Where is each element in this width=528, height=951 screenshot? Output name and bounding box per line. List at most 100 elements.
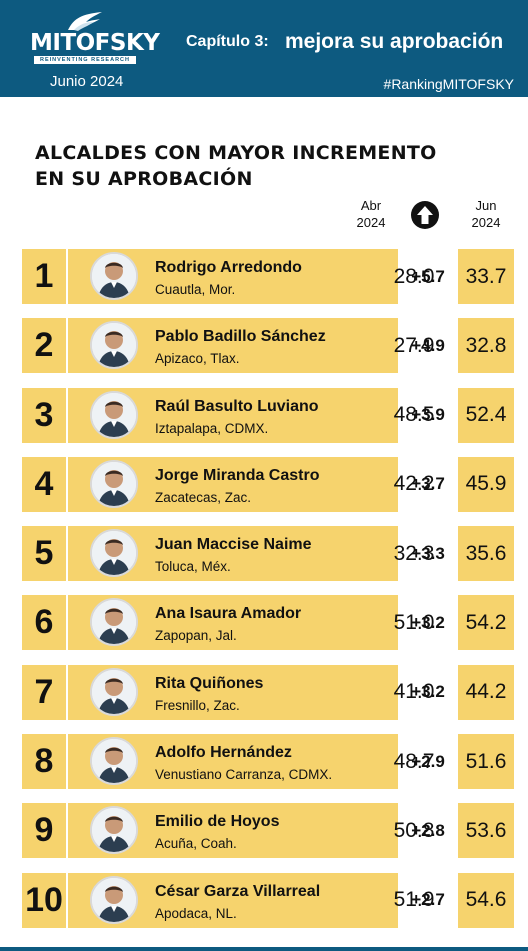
- rank-number: 3: [22, 387, 66, 443]
- ranking-list: 1 Rodrigo Arredondo Cuautla, Mor. 28.0 +5.7 3…: [22, 249, 514, 942]
- mayor-location: Apizaco, Tlax.: [155, 351, 240, 367]
- mayor-info: Pablo Badillo Sánchez Apizaco, Tlax. 27.9: [68, 318, 434, 374]
- mayor-info: Rodrigo Arredondo Cuautla, Mor. 28.0: [68, 249, 434, 304]
- list-item: 5 Juan Maccise Naime Toluca, Méx. 32.3 +3.3 3…: [22, 526, 514, 582]
- mayor-info: Rita Quiñones Fresnillo, Zac. 41.0: [68, 664, 434, 720]
- mayor-info: César Garza Villarreal Apodaca, NL. 51.9: [68, 872, 434, 928]
- rank-number: 1: [22, 249, 66, 304]
- approval-june: 44.2: [458, 664, 514, 720]
- rank-number: 6: [22, 595, 66, 651]
- mayor-name: Ana Isaura Amador: [155, 605, 302, 623]
- approval-change: +5.7: [411, 266, 445, 286]
- column-header-jun-month: Jun: [475, 198, 497, 213]
- eagle-wing-icon: [68, 12, 102, 31]
- mayor-name: Adolfo Hernández: [155, 744, 292, 762]
- up-arrow-circle-icon: [411, 201, 439, 229]
- mayor-location: Zacatecas, Zac.: [155, 489, 252, 505]
- mayor-location: Iztapalapa, CDMX.: [155, 420, 269, 436]
- list-item: 2 Pablo Badillo Sánchez Apizaco, Tlax. 27.9…: [22, 318, 514, 374]
- mayor-photo: [90, 252, 138, 300]
- rank-number: 10: [22, 872, 66, 928]
- approval-april: 48.7: [393, 749, 435, 773]
- mayor-info: Juan Maccise Naime Toluca, Méx. 32.3: [68, 526, 434, 582]
- approval-april: 51.9: [393, 888, 435, 912]
- approval-june: 53.6: [458, 803, 514, 859]
- mayor-photo: [90, 390, 138, 439]
- page-title-line-2: EN SU APROBACIÓN: [35, 168, 253, 190]
- rank-number: 5: [22, 526, 66, 582]
- approval-june: 51.6: [458, 734, 514, 790]
- mayor-name: Rodrigo Arredondo: [155, 259, 302, 276]
- chapter-title: mejora su aprobación: [285, 30, 504, 53]
- approval-april: 41.0: [393, 680, 435, 704]
- mayor-info: Ana Isaura Amador Zapopan, Jal. 51.0: [68, 595, 434, 651]
- list-item: 4 Jorge Miranda Castro Zacatecas, Zac. 42.2…: [22, 456, 514, 512]
- list-item: 3 Raúl Basulto Luviano Iztapalapa, CDMX. 48…: [22, 387, 514, 443]
- mayor-location: Venustiano Carranza, CDMX.: [155, 767, 333, 783]
- rank-number: 9: [22, 803, 66, 859]
- mayor-photo: [90, 806, 138, 855]
- mayor-info: Adolfo Hernández Venustiano Carranza, CDM…: [68, 734, 434, 790]
- mayor-photo: [90, 321, 138, 370]
- mayor-photo: [90, 529, 138, 578]
- approval-change: +3.2: [411, 612, 445, 632]
- mayor-name: Raúl Basulto Luviano: [155, 397, 319, 415]
- rank-number: 4: [22, 456, 66, 512]
- rank-number: 8: [22, 734, 66, 790]
- list-item: 8 Adolfo Hernández Venustiano Carranza, CD…: [22, 734, 514, 790]
- bottom-divider: [0, 947, 528, 951]
- approval-change: +2.8: [411, 820, 445, 840]
- approval-june: 52.4: [458, 387, 514, 443]
- list-item: 1 Rodrigo Arredondo Cuautla, Mor. 28.0 +5.7 3…: [22, 249, 514, 304]
- column-header-abr-year: 2024: [356, 215, 386, 230]
- approval-change: +4.9: [411, 335, 445, 355]
- mayor-info: Emilio de Hoyos Acuña, Coah. 50.8: [68, 803, 434, 859]
- mayor-photo: [90, 875, 138, 924]
- mayor-info: Raúl Basulto Luviano Iztapalapa, CDMX. 48.…: [68, 387, 434, 443]
- header-banner: MITOFSKY REINVENTING RESEARCH Junio 2024…: [0, 0, 528, 97]
- hashtag: #RankingMITOFSKY: [383, 76, 514, 92]
- list-item: 9 Emilio de Hoyos Acuña, Coah. 50.8 +2.8 53.6: [22, 803, 514, 859]
- approval-change: +3.2: [411, 682, 445, 702]
- approval-june: 54.2: [458, 595, 514, 651]
- logo-text: MITOFSKY: [30, 30, 160, 56]
- page-title: ALCALDES CON MAYOR INCREMENTO EN SU APRO…: [35, 140, 475, 192]
- approval-change: +3.3: [411, 543, 445, 563]
- rank-number: 7: [22, 664, 66, 720]
- approval-june: 35.6: [458, 526, 514, 582]
- mayor-photo: [90, 459, 138, 508]
- approval-june: 45.9: [458, 456, 514, 512]
- approval-june: 33.7: [458, 249, 514, 304]
- logo-subtitle: REINVENTING RESEARCH: [34, 56, 136, 64]
- approval-april: 28.0: [393, 264, 435, 288]
- approval-change: +2.7: [411, 890, 445, 910]
- list-item: 7 Rita Quiñones Fresnillo, Zac. 41.0 +3.2 44.…: [22, 664, 514, 720]
- mitofsky-logo: MITOFSKY REINVENTING RESEARCH: [30, 10, 160, 64]
- list-item: 10 César Garza Villarreal Apodaca, NL. 51.9…: [22, 872, 514, 928]
- mayor-name: Juan Maccise Naime: [155, 536, 312, 554]
- mayor-location: Fresnillo, Zac.: [155, 697, 240, 713]
- chapter-number: Capítulo 3:: [186, 33, 269, 50]
- page-title-line-1: ALCALDES CON MAYOR INCREMENTO: [35, 142, 437, 164]
- mayor-location: Apodaca, NL.: [155, 905, 237, 921]
- mayor-name: Rita Quiñones: [155, 674, 264, 692]
- report-date: Junio 2024: [50, 73, 124, 90]
- mayor-location: Cuautla, Mor.: [155, 282, 236, 297]
- approval-change: +3.7: [411, 474, 445, 494]
- mayor-name: Jorge Miranda Castro: [155, 466, 320, 484]
- approval-april: 48.5: [393, 403, 435, 427]
- approval-change: +3.9: [411, 405, 445, 425]
- approval-april: 27.9: [393, 333, 435, 357]
- approval-april: 50.8: [393, 818, 435, 842]
- mayor-location: Toluca, Méx.: [155, 559, 231, 575]
- mayor-photo: [90, 737, 138, 786]
- mayor-name: Pablo Badillo Sánchez: [155, 328, 326, 346]
- column-header-jun: Jun 2024: [458, 197, 514, 231]
- approval-change: +2.9: [411, 751, 445, 771]
- mayor-location: Zapopan, Jal.: [155, 628, 237, 644]
- mayor-photo: [90, 667, 138, 716]
- rank-number: 2: [22, 318, 66, 374]
- mayor-name: César Garza Villarreal: [155, 882, 321, 900]
- approval-april: 42.2: [393, 472, 435, 496]
- approval-june: 54.6: [458, 872, 514, 928]
